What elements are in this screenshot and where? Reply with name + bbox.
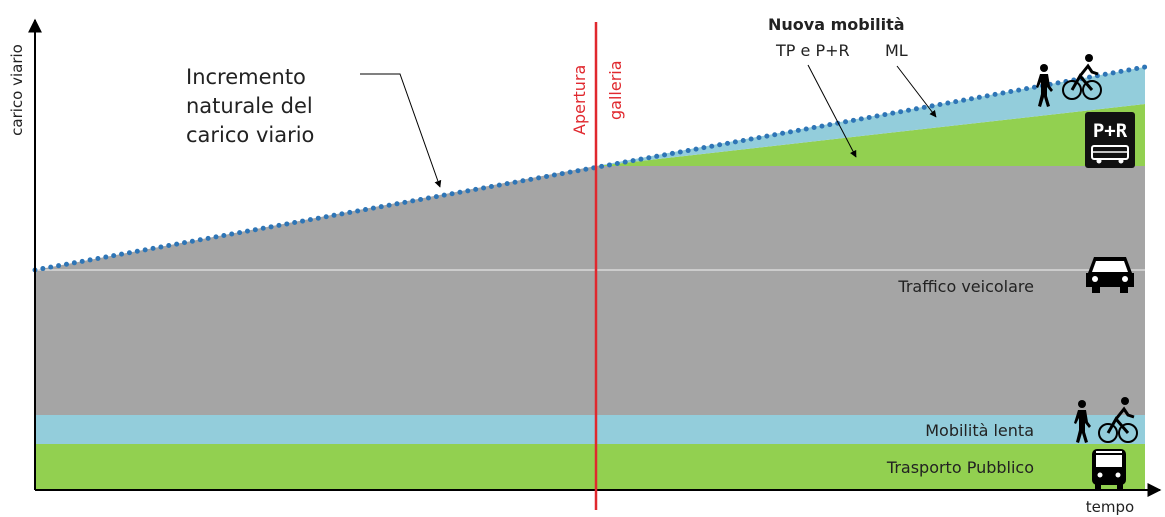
pedestrian-icon <box>1036 64 1053 107</box>
traffic-area <box>35 166 1145 490</box>
annotation-line-2: naturale del <box>186 94 313 118</box>
ml-leader-line <box>896 65 937 118</box>
traffic-label: Traffico veicolare <box>897 277 1034 296</box>
slow-mobility-label: Mobilità lenta <box>925 421 1034 440</box>
pedestrian-icon-lower <box>1074 400 1091 443</box>
pr-sign-text: P+R <box>1093 120 1128 142</box>
new-mobility-title: Nuova mobilità <box>768 15 905 34</box>
cyclist-icon <box>1062 54 1102 100</box>
tp-pr-leader-line <box>807 64 857 158</box>
y-axis-label: carico viario <box>8 44 26 136</box>
annotation-line-3: carico viario <box>186 123 314 147</box>
car-icon <box>1086 257 1134 293</box>
ml-label: ML <box>885 41 908 60</box>
x-axis-label: tempo <box>1086 498 1134 516</box>
annotation-leader-line <box>360 73 442 188</box>
park-and-ride-icon: P+R <box>1085 112 1135 168</box>
bus-icon <box>1092 449 1126 489</box>
public-transport-band <box>35 444 1145 490</box>
annotation-line-1: Incremento <box>186 65 306 89</box>
tunnel-opening-label-2: galleria <box>606 60 625 120</box>
tp-pr-label: TP e P+R <box>775 41 850 60</box>
public-transport-label: Trasporto Pubblico <box>886 458 1034 477</box>
slow-mobility-band <box>35 415 1145 444</box>
tunnel-opening-label-1: Apertura <box>570 65 589 135</box>
cyclist-icon-lower <box>1098 397 1138 443</box>
